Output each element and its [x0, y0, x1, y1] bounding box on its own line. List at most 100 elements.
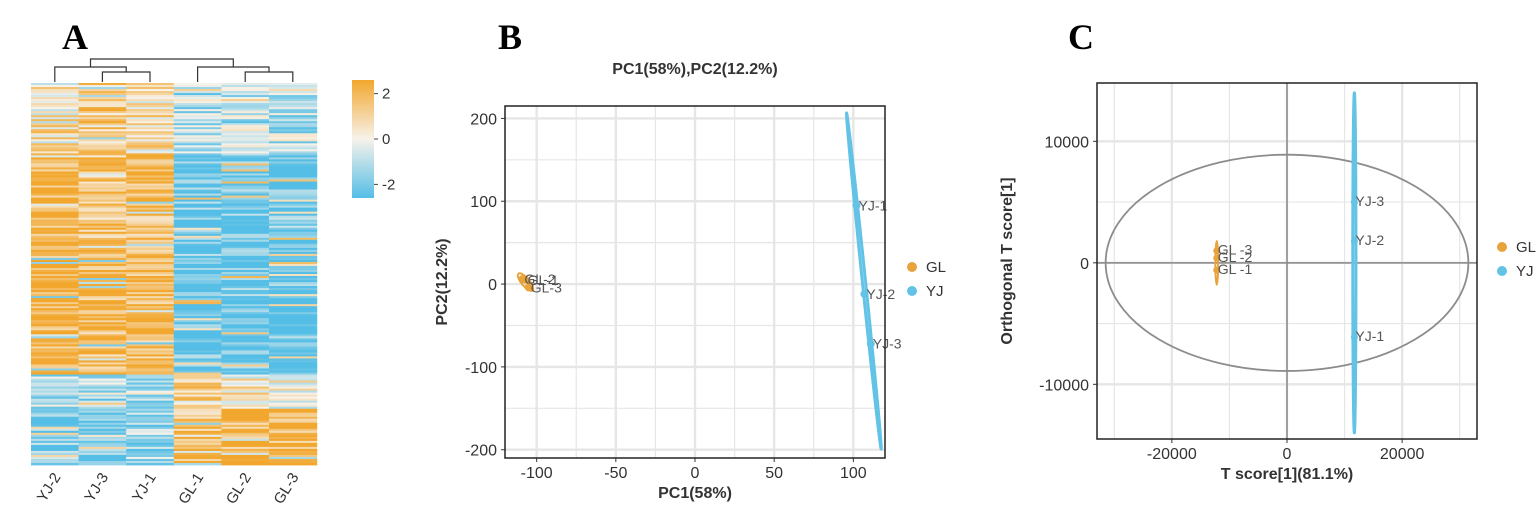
heatmap-cell: [31, 390, 80, 394]
heatmap-column-yj-3: [78, 83, 127, 466]
heatmap-cell: [269, 294, 318, 297]
heatmap-cell: [31, 424, 80, 428]
heatmap-cell: [173, 91, 222, 94]
heatmap-cell: [269, 274, 318, 277]
heatmap-cell: [173, 159, 222, 162]
heatmap-cell: [78, 89, 127, 92]
heatmap-cell: [78, 135, 127, 138]
heatmap-cell: [126, 380, 175, 383]
heatmap-cell: [78, 330, 127, 333]
heatmap-cell: [126, 414, 175, 418]
heatmap-cell: [31, 187, 80, 190]
heatmap-cell: [269, 255, 318, 259]
heatmap-cell: [269, 245, 318, 249]
heatmap-cell: [78, 442, 127, 446]
heatmap-cell: [31, 324, 80, 327]
heatmap-cell: [173, 350, 222, 353]
heatmap-cell: [269, 334, 318, 337]
heatmap-cell: [173, 197, 222, 201]
heatmap-cell: [126, 173, 175, 176]
heatmap-cell: [221, 356, 270, 359]
heatmap-cell: [269, 458, 318, 462]
heatmap-cell: [173, 85, 222, 88]
heatmap-cell: [221, 101, 270, 104]
heatmap-cell: [31, 201, 80, 205]
data-point: [852, 201, 861, 210]
heatmap-cell: [78, 378, 127, 381]
colorbar-tick-label: -2: [382, 176, 395, 193]
heatmap-cell: [221, 364, 270, 367]
heatmap-cell: [31, 131, 80, 134]
heatmap-cell: [78, 119, 127, 122]
heatmap-cell: [269, 265, 318, 269]
heatmap-cell: [221, 454, 270, 458]
heatmap-cell: [126, 376, 175, 379]
heatmap-cell: [269, 209, 318, 213]
heatmap-cell: [221, 117, 270, 120]
heatmap-cell: [173, 384, 222, 387]
heatmap-cell: [221, 338, 270, 341]
heatmap-cell: [31, 374, 80, 377]
pca-frame: [504, 105, 886, 459]
heatmap-cell: [31, 83, 80, 86]
heatmap-cell: [173, 444, 222, 448]
heatmap-cell: [78, 296, 127, 299]
heatmap-cell: [269, 286, 318, 289]
heatmap-cell: [126, 87, 175, 90]
heatmap-cell: [221, 191, 270, 194]
heatmap-cell: [269, 201, 318, 205]
heatmap-cell: [221, 368, 270, 371]
heatmap-cell: [78, 125, 127, 128]
heatmap-cell: [173, 388, 222, 392]
heatmap-cell: [221, 255, 270, 259]
heatmap-cell: [31, 310, 80, 313]
heatmap-cell: [31, 278, 80, 281]
heatmap-cell: [173, 304, 222, 307]
heatmap-cell: [126, 276, 175, 279]
heatmap-cell: [269, 378, 318, 381]
heatmap-cell: [78, 137, 127, 140]
heatmap-cell: [126, 420, 175, 424]
heatmap-cell: [31, 420, 80, 424]
heatmap-cell: [78, 117, 127, 120]
x-tick-label: 0: [691, 465, 700, 482]
heatmap-cell: [221, 205, 270, 209]
heatmap-cell: [78, 414, 127, 418]
heatmap-cell: [173, 101, 222, 104]
heatmap-cell: [126, 312, 175, 315]
heatmap-cell: [78, 221, 127, 225]
heatmap-cell: [269, 346, 318, 349]
heatmap-cell: [221, 422, 270, 426]
heatmap-cell: [269, 290, 318, 293]
heatmap-cell: [31, 101, 80, 104]
heatmap-cell: [78, 370, 127, 373]
heatmap-cell: [78, 458, 127, 462]
heatmap-cell: [221, 225, 270, 229]
y-tick-label: 10000: [1045, 134, 1090, 151]
colorbar-tick-label: 0: [382, 131, 390, 148]
heatmap-cell: [126, 209, 175, 213]
heatmap-cell: [221, 370, 270, 373]
heatmap-cell: [269, 314, 318, 317]
heatmap-cell: [269, 386, 318, 389]
heatmap-cell: [31, 318, 80, 321]
heatmap-cell: [173, 257, 222, 261]
heatmap-cell: [31, 452, 80, 456]
heatmap-cell: [126, 302, 175, 305]
heatmap-cell: [78, 292, 127, 295]
heatmap-cell: [269, 454, 318, 458]
heatmap-cell: [31, 368, 80, 371]
heatmap-cell: [78, 280, 127, 283]
heatmap-cell: [126, 197, 175, 201]
heatmap-cell: [173, 267, 222, 271]
heatmap-cell: [78, 334, 127, 337]
heatmap-cell: [269, 300, 318, 303]
heatmap-cell: [221, 300, 270, 303]
heatmap-cell: [173, 342, 222, 345]
heatmap-cell: [269, 336, 318, 339]
heatmap-cell: [31, 340, 80, 343]
heatmap-cell: [78, 326, 127, 329]
heatmap-cell: [31, 312, 80, 315]
heatmap-cell: [221, 460, 270, 464]
heatmap-cell: [78, 352, 127, 355]
